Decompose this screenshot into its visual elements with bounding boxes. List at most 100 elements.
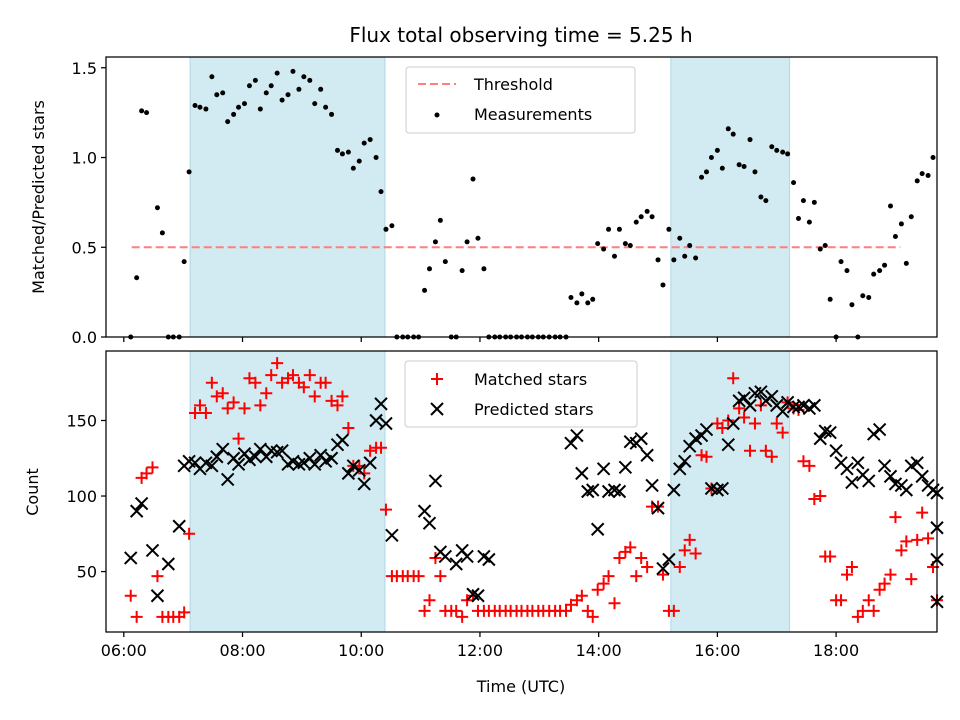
measurement-point [682,253,688,259]
measurement-point [741,163,747,169]
measurement-point [437,217,443,223]
measurement-point [769,144,775,150]
y-tick-label: 1.5 [72,59,97,78]
count-points [124,357,944,623]
predicted-star-point [721,437,735,452]
top-y-ticks: 0.0 0.5 1.0 1.5 [72,59,106,347]
measurement-point [323,104,329,110]
measurement-point [898,221,904,227]
predicted-star-point [581,484,595,499]
predicted-star-point [682,439,697,453]
predicted-star-point [335,433,350,447]
measurement-point [307,77,313,83]
measurement-point [242,101,247,107]
measurement-point [459,268,465,274]
matched-star-point [379,503,392,516]
matched-star-point [845,561,858,574]
predicted-star-point [813,431,827,446]
predicted-star-point [737,391,751,405]
measurement-point [638,214,644,220]
measurement-point [574,300,580,306]
matched-star-point [840,568,853,581]
shaded-interval [670,56,791,338]
matched-star-point [613,551,626,564]
measurement-point [817,246,823,252]
predicted-star-point [124,551,138,565]
predicted-star-point [216,442,230,456]
matched-star-point [375,441,388,454]
matched-star-point [297,381,310,394]
measurement-point [568,295,574,301]
predicted-star-point [150,589,165,603]
measurement-point [633,219,639,225]
matched-star-point [260,387,273,400]
measurement-point [601,246,607,252]
measurement-point [246,83,252,89]
matched-star-point [803,459,816,472]
predicted-star-point [596,462,611,476]
predicted-star-point [862,474,876,488]
predicted-star-point [883,469,898,484]
predicted-star-point [466,587,480,601]
matched-star-point [249,376,262,389]
top-x-ticks [123,337,837,342]
measurement-point [666,226,672,232]
matched-star-point [916,506,929,519]
predicted-star-point [645,478,659,493]
measurement-point [627,242,633,248]
measurement-point [699,174,705,180]
measurement-point [220,90,226,96]
matched-star-point [770,417,783,430]
predicted-star-point [449,557,463,571]
measurement-point [914,178,920,184]
matched-star-point [434,570,447,583]
measurement-point [426,266,432,272]
measurement-point [225,119,231,125]
measurement-point [422,287,428,293]
y-tick-label: 50 [77,563,97,582]
measurement-point [389,223,395,229]
predicted-star-point [357,477,371,491]
matched-star-point [178,606,191,619]
measurement-point [736,162,742,168]
predicted-star-point [253,442,268,456]
predicted-star-point [145,543,160,558]
predicted-star-point [129,504,144,518]
measurement-point [908,214,914,220]
measurement-point [192,102,198,108]
measurement-point [296,86,302,92]
top-y-axis-label: Matched/Predicted stars [29,100,48,294]
predicted-star-point [220,472,235,487]
measurement-point [611,253,617,259]
x-tick-label: 06:00 [101,641,147,660]
bottom-legend: Matched stars Predicted stars [404,360,638,428]
matched-star-point [216,387,229,400]
predicted-star-point [428,474,443,488]
predicted-star-point [678,454,692,468]
matched-legend-marker [431,373,443,385]
measurement-point [274,70,280,76]
predicted-star-point [845,475,859,490]
matched-star-point [656,568,669,581]
measurement-point [811,199,817,205]
measurement-point [616,226,622,232]
measurement-point [268,83,274,89]
measurement-point [470,176,476,182]
predicted-star-point [765,389,779,404]
matched-star-point [183,527,196,540]
matched-star-point [221,402,234,415]
matched-star-point [146,461,159,474]
matched-star-point [733,402,746,415]
measurement-point [263,90,269,96]
predicted-star-point [471,589,485,603]
measurement-point [144,110,150,116]
predicted-star-point [369,413,383,428]
measurement-point [655,257,661,263]
matched-star-point [748,417,761,430]
measurement-point [752,169,758,175]
legend-label-measurements: Measurements [474,105,592,124]
matched-star-point [124,589,137,602]
top-legend: Threshold Measurements [405,66,636,134]
measurement-point [785,151,791,157]
